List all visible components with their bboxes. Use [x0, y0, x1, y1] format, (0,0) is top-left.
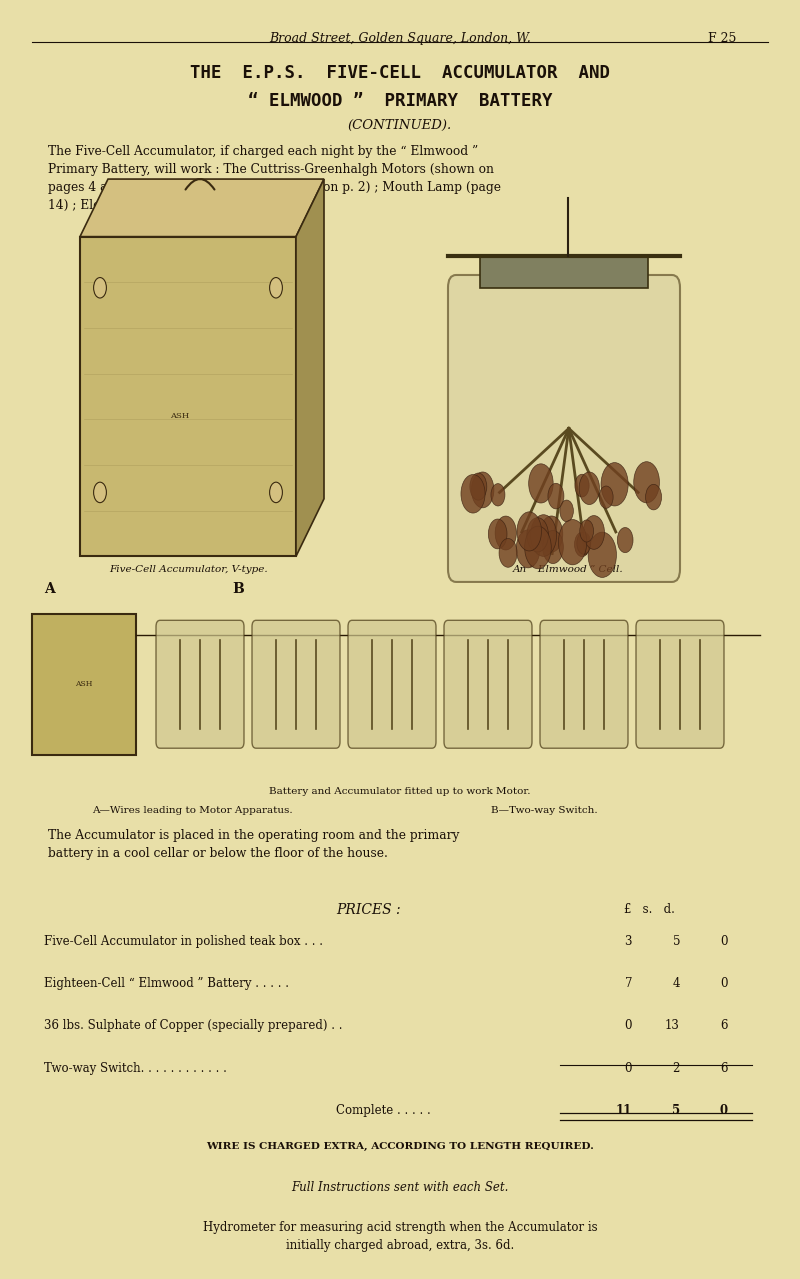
FancyBboxPatch shape — [636, 620, 724, 748]
Polygon shape — [80, 179, 324, 237]
Text: 3: 3 — [625, 935, 632, 948]
Text: The Five-Cell Accumulator, if charged each night by the “ Elmwood ”
Primary Batt: The Five-Cell Accumulator, if charged ea… — [48, 145, 501, 211]
Circle shape — [529, 464, 553, 503]
Circle shape — [542, 531, 563, 564]
Text: 0: 0 — [721, 935, 728, 948]
FancyBboxPatch shape — [448, 275, 680, 582]
Text: F 25: F 25 — [708, 32, 736, 45]
Circle shape — [525, 526, 551, 569]
Text: 2: 2 — [673, 1062, 680, 1074]
Text: THE  E.P.S.  FIVE-CELL  ACCUMULATOR  AND: THE E.P.S. FIVE-CELL ACCUMULATOR AND — [190, 64, 610, 82]
Circle shape — [577, 532, 590, 554]
Text: PRICES :: PRICES : — [336, 903, 401, 917]
Text: 13: 13 — [665, 1019, 680, 1032]
Text: ASH: ASH — [170, 412, 190, 420]
FancyBboxPatch shape — [32, 614, 136, 755]
Text: 0: 0 — [721, 977, 728, 990]
Text: A: A — [44, 582, 54, 596]
Text: B: B — [232, 582, 244, 596]
Circle shape — [588, 532, 617, 577]
Circle shape — [558, 519, 586, 565]
FancyBboxPatch shape — [348, 620, 436, 748]
Text: B—Two-way Switch.: B—Two-way Switch. — [490, 806, 598, 815]
FancyBboxPatch shape — [480, 256, 648, 288]
Text: An “ Elmwood ” Cell.: An “ Elmwood ” Cell. — [513, 565, 623, 574]
Text: Broad Street, Golden Square, London, W.: Broad Street, Golden Square, London, W. — [269, 32, 531, 45]
Circle shape — [580, 521, 594, 542]
Circle shape — [270, 482, 282, 503]
Circle shape — [574, 532, 590, 556]
Circle shape — [618, 527, 633, 553]
Circle shape — [599, 486, 613, 508]
Circle shape — [517, 512, 542, 551]
Text: 0: 0 — [625, 1019, 632, 1032]
Text: “ ELMWOOD ”  PRIMARY  BATTERY: “ ELMWOOD ” PRIMARY BATTERY — [248, 92, 552, 110]
FancyBboxPatch shape — [80, 237, 296, 556]
Circle shape — [634, 462, 659, 503]
Circle shape — [583, 515, 605, 549]
Circle shape — [495, 515, 516, 550]
Circle shape — [548, 483, 564, 509]
Circle shape — [499, 538, 517, 568]
Text: 5: 5 — [673, 935, 680, 948]
FancyBboxPatch shape — [252, 620, 340, 748]
Circle shape — [516, 530, 540, 568]
Text: Two-way Switch. . . . . . . . . . . .: Two-way Switch. . . . . . . . . . . . — [44, 1062, 227, 1074]
Circle shape — [646, 485, 662, 510]
Text: 11: 11 — [616, 1104, 632, 1117]
Circle shape — [94, 482, 106, 503]
Text: 5: 5 — [672, 1104, 680, 1117]
Circle shape — [575, 475, 589, 498]
Polygon shape — [296, 179, 324, 556]
Text: Battery and Accumulator fitted up to work Motor.: Battery and Accumulator fitted up to wor… — [270, 787, 530, 796]
Circle shape — [601, 463, 628, 506]
Text: Complete . . . . .: Complete . . . . . — [336, 1104, 430, 1117]
FancyBboxPatch shape — [156, 620, 244, 748]
Text: 36 lbs. Sulphate of Copper (specially prepared) . .: 36 lbs. Sulphate of Copper (specially pr… — [44, 1019, 342, 1032]
Text: Eighteen-Cell “ Elmwood ” Battery . . . . .: Eighteen-Cell “ Elmwood ” Battery . . . … — [44, 977, 289, 990]
Circle shape — [270, 278, 282, 298]
Text: 7: 7 — [625, 977, 632, 990]
Circle shape — [488, 519, 507, 549]
Text: A—Wires leading to Motor Apparatus.: A—Wires leading to Motor Apparatus. — [92, 806, 292, 815]
Text: 6: 6 — [721, 1062, 728, 1074]
Circle shape — [579, 472, 599, 504]
Text: (CONTINUED).: (CONTINUED). — [348, 119, 452, 132]
Text: Hydrometer for measuring acid strength when the Accumulator is
initially charged: Hydrometer for measuring acid strength w… — [202, 1221, 598, 1252]
Text: Five-Cell Accumulator, V-type.: Five-Cell Accumulator, V-type. — [109, 565, 267, 574]
Text: 6: 6 — [721, 1019, 728, 1032]
Text: Full Instructions sent with each Set.: Full Instructions sent with each Set. — [291, 1181, 509, 1193]
Text: 4: 4 — [673, 977, 680, 990]
FancyBboxPatch shape — [444, 620, 532, 748]
Circle shape — [94, 278, 106, 298]
Text: The Accumulator is placed in the operating room and the primary
battery in a coo: The Accumulator is placed in the operati… — [48, 829, 459, 859]
Circle shape — [560, 500, 574, 522]
Text: Five-Cell Accumulator in polished teak box . . .: Five-Cell Accumulator in polished teak b… — [44, 935, 323, 948]
Text: WIRE IS CHARGED EXTRA, ACCORDING TO LENGTH REQUIRED.: WIRE IS CHARGED EXTRA, ACCORDING TO LENG… — [206, 1142, 594, 1151]
Circle shape — [540, 515, 562, 553]
Text: 0: 0 — [720, 1104, 728, 1117]
Circle shape — [527, 518, 548, 553]
Circle shape — [471, 472, 494, 508]
FancyBboxPatch shape — [540, 620, 628, 748]
Text: £   s.   d.: £ s. d. — [624, 903, 675, 916]
Circle shape — [530, 514, 557, 556]
Circle shape — [491, 483, 505, 506]
Circle shape — [470, 473, 486, 500]
Text: 0: 0 — [625, 1062, 632, 1074]
Circle shape — [461, 475, 485, 513]
Text: ASH: ASH — [75, 680, 93, 688]
